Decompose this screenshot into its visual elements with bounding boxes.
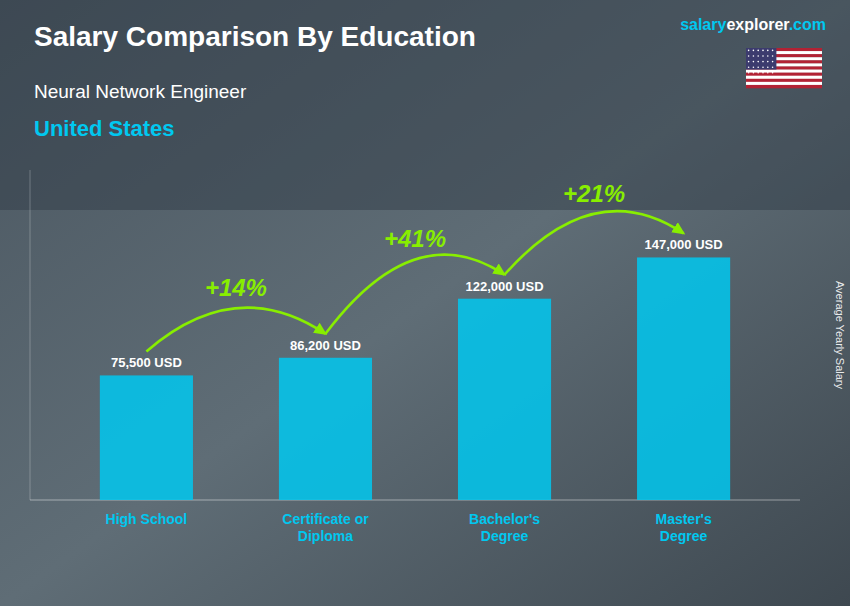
flag-star: [753, 55, 755, 57]
bars: [100, 257, 730, 500]
background-band: [0, 0, 850, 210]
flag-stripe: [746, 85, 822, 88]
flag-star: [757, 66, 759, 68]
x-tick-label-line: Master's: [655, 511, 711, 527]
flag-star: [767, 72, 769, 74]
x-tick-label-line: High School: [106, 511, 188, 527]
flag-star: [757, 50, 759, 52]
flag-star: [772, 66, 774, 68]
flag-star: [753, 50, 755, 52]
bar: [279, 358, 372, 500]
y-axis-label: Average Yearly Salary: [834, 281, 846, 390]
chart-container: 75,500 USD 86,200 USD 122,000 USD 147,000 U…: [0, 0, 850, 606]
background: [0, 0, 850, 606]
flag-star: [772, 50, 774, 52]
x-tick-label-line: Certificate or: [282, 511, 369, 527]
watermark-part: .com: [789, 16, 826, 33]
flag-star: [753, 72, 755, 74]
flag-star: [753, 66, 755, 68]
subtitle: Neural Network Engineer: [34, 81, 247, 102]
watermark: salaryexplorer.com: [680, 16, 826, 33]
flag-star: [753, 61, 755, 63]
flag-star: [762, 66, 764, 68]
flag-star: [767, 50, 769, 52]
flag-star: [772, 55, 774, 57]
change-label: +41%: [384, 225, 446, 252]
flag-star: [762, 72, 764, 74]
watermark-part: explorer: [726, 16, 789, 33]
flag-stripe: [746, 73, 822, 76]
value-label: 75,500 USD: [111, 355, 182, 370]
x-tick-label: High School: [106, 511, 188, 527]
change-arrows: +14% +41% +21%: [146, 180, 683, 352]
x-tick-label-line: Degree: [481, 528, 529, 544]
country: United States: [34, 116, 175, 141]
x-tick-labels: High School Certificate orDiploma Bachelor…: [106, 511, 712, 544]
x-tick-label: Certificate orDiploma: [282, 511, 369, 544]
value-label: 147,000 USD: [645, 237, 723, 252]
change-label: +14%: [205, 274, 267, 301]
flag-star: [762, 55, 764, 57]
x-tick-label: Bachelor'sDegree: [469, 511, 540, 544]
change-arrow: [325, 255, 504, 334]
change-arrow: [146, 308, 325, 352]
watermark-part: salary: [680, 16, 726, 33]
flag: [746, 48, 822, 88]
flag-star: [748, 50, 750, 52]
flag-stripe: [746, 82, 822, 85]
flag-star: [762, 61, 764, 63]
bar: [637, 257, 730, 500]
value-labels: 75,500 USD 86,200 USD 122,000 USD 147,000 U…: [111, 237, 723, 370]
flag-stripe: [746, 76, 822, 79]
flag-star: [748, 61, 750, 63]
flag-stripe: [746, 70, 822, 73]
flag-star: [748, 72, 750, 74]
flag-star: [757, 72, 759, 74]
flag-star: [772, 61, 774, 63]
flag-star: [748, 66, 750, 68]
x-tick-label-line: Bachelor's: [469, 511, 540, 527]
flag-canton: [746, 48, 776, 70]
bar: [100, 375, 193, 500]
value-label: 86,200 USD: [290, 338, 361, 353]
title: Salary Comparison By Education: [34, 21, 476, 52]
flag-star: [767, 66, 769, 68]
flag-star: [757, 55, 759, 57]
flag-star: [772, 72, 774, 74]
chart-svg: 75,500 USD 86,200 USD 122,000 USD 147,000 U…: [0, 0, 850, 606]
flag-star: [757, 61, 759, 63]
flag-star: [748, 55, 750, 57]
change-arrow: [505, 211, 684, 275]
x-tick-label-line: Diploma: [298, 528, 353, 544]
bar: [458, 299, 551, 500]
flag-star: [767, 55, 769, 57]
flag-star: [767, 61, 769, 63]
flag-stripe: [746, 79, 822, 82]
change-label: +21%: [563, 180, 625, 207]
x-tick-label-line: Degree: [660, 528, 708, 544]
x-tick-label: Master'sDegree: [655, 511, 711, 544]
flag-star: [762, 50, 764, 52]
value-label: 122,000 USD: [466, 279, 544, 294]
y-axis-line: [30, 170, 31, 500]
